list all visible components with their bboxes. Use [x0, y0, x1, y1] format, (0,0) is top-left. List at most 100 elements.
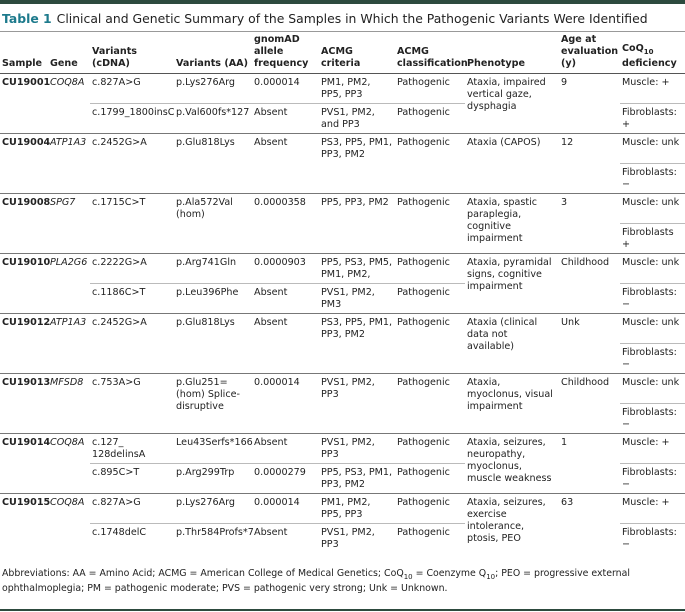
coq-deficiency: Muscle: + — [620, 73, 685, 104]
acmg-classification: Pathogenic — [395, 313, 465, 374]
column-header: CoQ10 deficiency — [620, 31, 685, 74]
coq-deficiency: Fibroblasts: − — [620, 283, 685, 314]
acmg-criteria: PVS1, PM2, PM3 — [319, 283, 395, 314]
acmg-criteria: PP5, PP3, PM2 — [319, 193, 395, 254]
header-row: Sample Gene Variants (cDNA) Variants (AA) gn… — [0, 31, 685, 74]
age: 63 — [559, 493, 620, 553]
phenotype: Ataxia (CAPOS) — [465, 133, 559, 194]
acmg-classification: Pathogenic — [395, 493, 465, 524]
gene: MFSD8 — [48, 373, 90, 434]
allele-frequency: Absent — [252, 283, 319, 314]
age: Childhood — [559, 253, 620, 314]
variant-cdna: c.127_ 128delinsA — [90, 433, 174, 464]
column-header: Phenotype — [465, 31, 559, 74]
text-part: Gene — [50, 58, 78, 69]
text-part: = Coenzyme Q — [412, 568, 487, 579]
column-header: Variants (cDNA) — [90, 31, 174, 74]
footnote: Abbreviations: AA = Amino Acid; ACMG = A… — [2, 568, 683, 595]
coq-deficiency: Muscle: unk — [620, 193, 685, 224]
variant-cdna: c.2222G>A — [90, 253, 174, 284]
acmg-classification: Pathogenic — [395, 193, 465, 254]
text-part: Sample — [2, 58, 43, 69]
acmg-classification: Pathogenic — [395, 283, 465, 314]
table-title: Table 1 Clinical and Genetic Summary of t… — [2, 11, 648, 26]
coq-deficiency: Muscle: + — [620, 433, 685, 464]
acmg-criteria: PM1, PM2, PP5, PP3 — [319, 73, 395, 104]
acmg-classification: Pathogenic — [395, 73, 465, 104]
text-part: ; PEO = progressive external ophthalmopl… — [2, 568, 630, 594]
table-row: c.1186C>T p.Leu396Phe Absent PVS1, PM2, PM3… — [0, 283, 685, 314]
acmg-classification: Pathogenic — [395, 103, 465, 134]
text-part: Variants (cDNA) — [92, 46, 137, 69]
table-row: CU19010 PLA2G6 c.2222G>A p.Arg741Gln 0.00009… — [0, 253, 685, 314]
variant-cdna: c.1186C>T — [90, 283, 174, 314]
allele-frequency: 0.000014 — [252, 373, 319, 434]
sample-id: CU19014 — [0, 433, 50, 494]
coq-deficiency: Fibroblasts: − — [620, 523, 685, 553]
title-text: Clinical and Genetic Summary of the Samp… — [56, 11, 648, 26]
variant-aa: p.Arg299Trp — [174, 463, 252, 494]
table-row: Fibroblasts: − — [0, 163, 685, 194]
variant-cdna: c.2452G>A — [90, 313, 174, 374]
variant-aa: p.Val600fs*127 — [174, 103, 252, 134]
age: 3 — [559, 193, 620, 254]
sample-id: CU19008 — [0, 193, 50, 254]
allele-frequency: 0.0000358 — [252, 193, 319, 254]
phenotype: Ataxia, seizures, neuropathy, myoclonus,… — [465, 433, 559, 494]
gene: SPG7 — [48, 193, 90, 254]
phenotype: Ataxia, seizures, exercise intolerance, … — [465, 493, 559, 553]
table-row: c.1799_1800insC p.Val600fs*127 Absent PVS1,… — [0, 103, 685, 134]
phenotype: Ataxia, myoclonus, visual impairment — [465, 373, 559, 434]
coq-deficiency: Muscle: unk — [620, 133, 685, 164]
column-header: gnomAD allele frequency — [252, 31, 319, 74]
variant-aa: p.Lys276Arg — [174, 493, 252, 524]
table-row: CU19013 MFSD8 c.753A>G p.Glu251= (hom) Spli… — [0, 373, 685, 434]
gene: ATP1A3 — [48, 133, 90, 194]
phenotype: Ataxia (clinical data not available) — [465, 313, 559, 374]
coq-deficiency: Muscle: unk — [620, 253, 685, 284]
allele-frequency: 0.0000903 — [252, 253, 319, 284]
gene: COQ8A — [48, 433, 90, 494]
coq-deficiency: Fibroblasts: − — [620, 463, 685, 494]
text-part: Phenotype — [467, 58, 526, 69]
allele-frequency: 0.0000279 — [252, 463, 319, 494]
text-part: ACMG classification — [397, 46, 468, 69]
variant-aa: p.Glu251= (hom) Splice-disruptive — [174, 373, 252, 434]
coq-deficiency: Fibroblasts: + — [620, 103, 685, 134]
phenotype: Ataxia, spastic paraplegia, cognitive im… — [465, 193, 559, 254]
table-row: CU19012 ATP1A3 c.2452G>A p.Glu818Lys Absent P… — [0, 313, 685, 374]
table: Sample Gene Variants (cDNA) Variants (AA) gn… — [0, 31, 685, 553]
column-header: Age at evaluation (y) — [559, 31, 620, 74]
coq-deficiency: Fibroblasts: − — [620, 163, 685, 194]
table-row: c.1748delC p.Thr584Profs*7 Absent PVS1, PM2… — [0, 523, 685, 553]
table-row: CU19008 SPG7 c.1715C>T p.Ala572Val (hom) 0.0… — [0, 193, 685, 254]
coq-deficiency: Fibroblasts + — [620, 223, 685, 254]
text-part: ACMG criteria — [321, 46, 361, 69]
acmg-classification: Pathogenic — [395, 253, 465, 284]
age: 12 — [559, 133, 620, 194]
allele-frequency: Absent — [252, 433, 319, 464]
text-part: gnomAD allele frequency — [254, 34, 309, 69]
table-row: CU19015 COQ8A c.827A>G p.Lys276Arg 0.000014 P… — [0, 493, 685, 553]
sample-id: CU19012 — [0, 313, 50, 374]
variant-aa: p.Arg741Gln — [174, 253, 252, 284]
allele-frequency: Absent — [252, 133, 319, 194]
coq-deficiency: Muscle: unk — [620, 313, 685, 344]
variant-aa: p.Thr584Profs*7 — [174, 523, 254, 553]
age: 9 — [559, 73, 620, 134]
table-row: Fibroblasts + — [0, 223, 685, 254]
acmg-criteria: PVS1, PM2, PP3 — [319, 373, 395, 434]
acmg-criteria: PP5, PS3, PM1, PP3, PM2 — [319, 463, 395, 494]
variant-cdna: c.895C>T — [90, 463, 174, 494]
acmg-criteria: PM1, PM2, PP5, PP3 — [319, 493, 395, 524]
table-row: CU19004 ATP1A3 c.2452G>A p.Glu818Lys Absent P… — [0, 133, 685, 194]
allele-frequency: Absent — [252, 313, 319, 374]
age: Childhood — [559, 373, 620, 434]
acmg-classification: Pathogenic — [395, 433, 465, 464]
variant-cdna: c.827A>G — [90, 493, 174, 524]
table-row: CU19001 COQ8A c.827A>G p.Lys276Arg 0.000014 P… — [0, 73, 685, 134]
allele-frequency: Absent — [252, 103, 319, 134]
acmg-classification: Pathogenic — [395, 523, 465, 553]
